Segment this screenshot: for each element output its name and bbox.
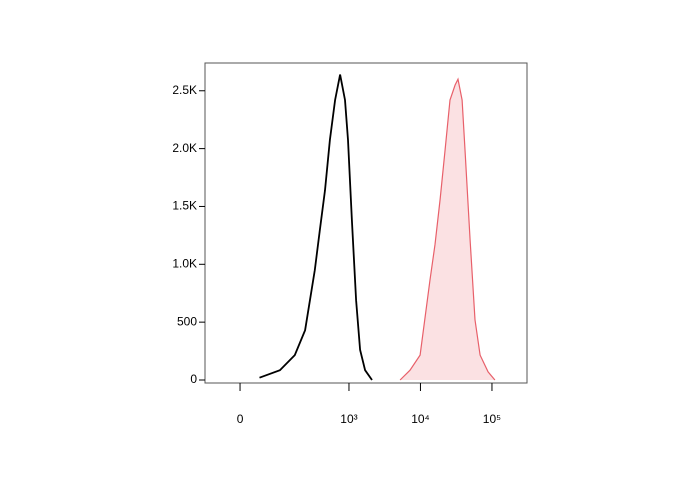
area [400, 79, 495, 380]
y-tick-label: 1.0K [172, 256, 197, 270]
histogram-line [259, 74, 373, 381]
plot-frame [204, 62, 528, 384]
y-tick-label: 500 [177, 314, 197, 328]
x-tick-label: 10³ [340, 412, 357, 426]
histogram-line [399, 77, 496, 381]
x-tick-label: 0 [237, 412, 244, 426]
y-tick-label: 0 [190, 372, 197, 386]
x-tick-label: 10⁴ [411, 412, 430, 426]
x-tick-label: 10⁵ [483, 412, 501, 426]
y-tick-label: 2.0K [172, 141, 197, 155]
y-tick-label: 1.5K [172, 199, 197, 213]
y-tick-label: 2.5K [172, 83, 197, 97]
